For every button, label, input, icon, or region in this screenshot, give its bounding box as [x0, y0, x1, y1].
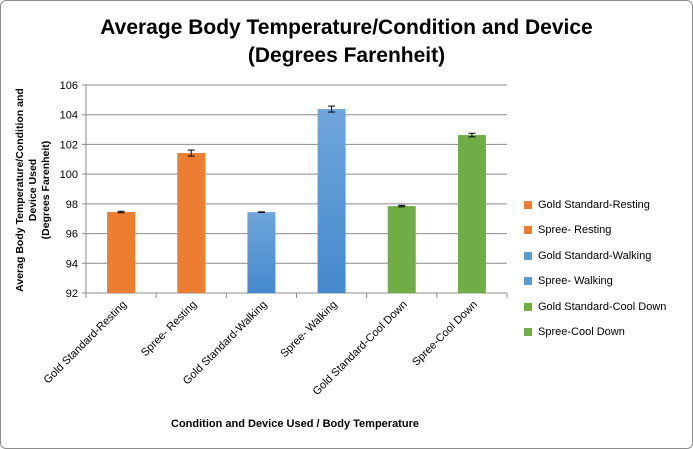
legend-swatch: [524, 200, 532, 209]
legend-label: Gold Standard-Resting: [538, 198, 650, 211]
y-tick-label: 96: [66, 229, 78, 241]
bar: [247, 212, 276, 293]
legend-item: Gold Standard-Walking: [524, 243, 666, 269]
legend-swatch: [524, 277, 532, 286]
legend-swatch: [524, 251, 532, 260]
legend-item: Gold Standard-Resting: [524, 192, 666, 218]
legend-label: Spree- Walking: [538, 275, 613, 288]
legend-item: Gold Standard-Cool Down: [524, 294, 666, 320]
legend: Gold Standard-Resting Spree- Resting Gold …: [524, 192, 666, 345]
x-tick-label: Spree- Resting: [139, 299, 199, 359]
y-tick-label: 94: [66, 258, 78, 270]
legend-swatch: [524, 302, 532, 311]
chart-title-line-2: (Degrees Farenheit): [247, 44, 446, 67]
x-axis-label: Condition and Device Used / Body Tempera…: [171, 418, 419, 430]
y-tick-label: 92: [66, 288, 78, 300]
legend-swatch: [524, 226, 532, 235]
legend-label: Spree-Cool Down: [538, 326, 625, 339]
x-tick-label: Gold Standard-Resting: [42, 299, 130, 387]
x-tick-label: Spree- Walking: [278, 299, 339, 360]
bar: [177, 153, 206, 293]
chart-title-line-1: Average Body Temperature/Condition and D…: [100, 16, 593, 39]
y-tick-label: 98: [66, 199, 78, 211]
legend-label: Spree- Resting: [538, 224, 612, 237]
y-tick-label: 100: [60, 169, 78, 181]
legend-swatch: [524, 328, 532, 337]
bar: [317, 109, 346, 293]
bar: [387, 206, 416, 293]
legend-label: Gold Standard-Cool Down: [538, 300, 667, 313]
y-tick-label: 102: [60, 139, 78, 151]
x-tick-label: Spree-Cool Down: [410, 299, 480, 369]
chart-title: Average Body Temperature/Condition and D…: [0, 14, 693, 70]
legend-label: Gold Standard-Walking: [538, 249, 652, 262]
y-tick-label: 106: [60, 80, 78, 92]
legend-item: Spree- Walking: [524, 269, 666, 295]
bar: [107, 212, 136, 293]
legend-item: Spree-Cool Down: [524, 320, 666, 346]
bar: [457, 135, 486, 293]
y-tick-label: 104: [60, 110, 78, 122]
legend-item: Spree- Resting: [524, 218, 666, 244]
